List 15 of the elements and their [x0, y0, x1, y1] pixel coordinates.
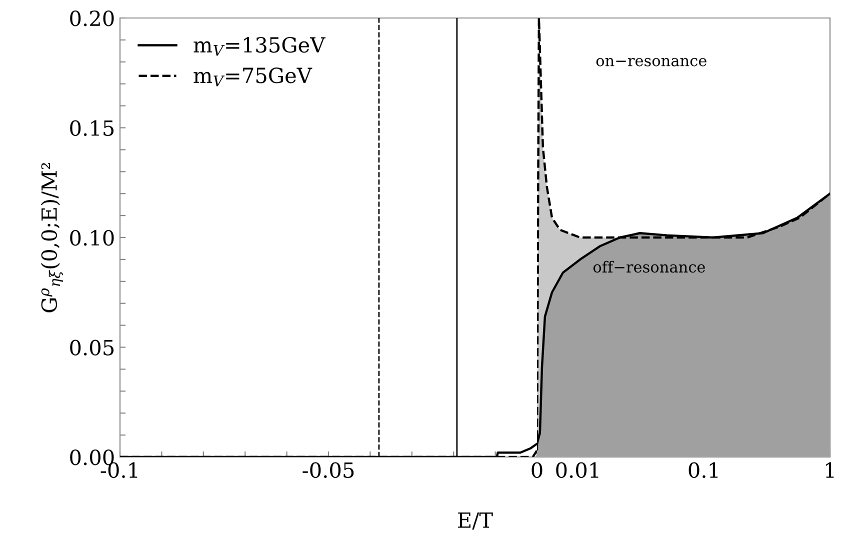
x-tick-label: 1	[826, 462, 834, 478]
y-tick-label: 0.20	[70, 10, 114, 26]
y-tick-label: 0.10	[70, 230, 114, 246]
annotation: on−resonance	[596, 58, 706, 66]
x-tick-label: 0.01	[556, 462, 598, 478]
x-tick-label: -0.05	[302, 462, 354, 478]
x-tick-label: 0	[532, 462, 542, 478]
y-axis-title: G$^{ρ}$$_{ηξ}$(0,0;E)/M²	[40, 162, 64, 312]
legend-label: m$_{V}$=135GeV	[194, 36, 326, 56]
y-tick-label: 0.05	[70, 340, 114, 356]
legend-label: m$_{V}$=75GeV	[194, 68, 312, 86]
x-axis-title: E/T	[458, 512, 493, 530]
x-tick-label: 0.1	[688, 462, 718, 478]
annotation: off−resonance	[593, 260, 705, 273]
y-tick-label: 0.15	[70, 120, 114, 136]
